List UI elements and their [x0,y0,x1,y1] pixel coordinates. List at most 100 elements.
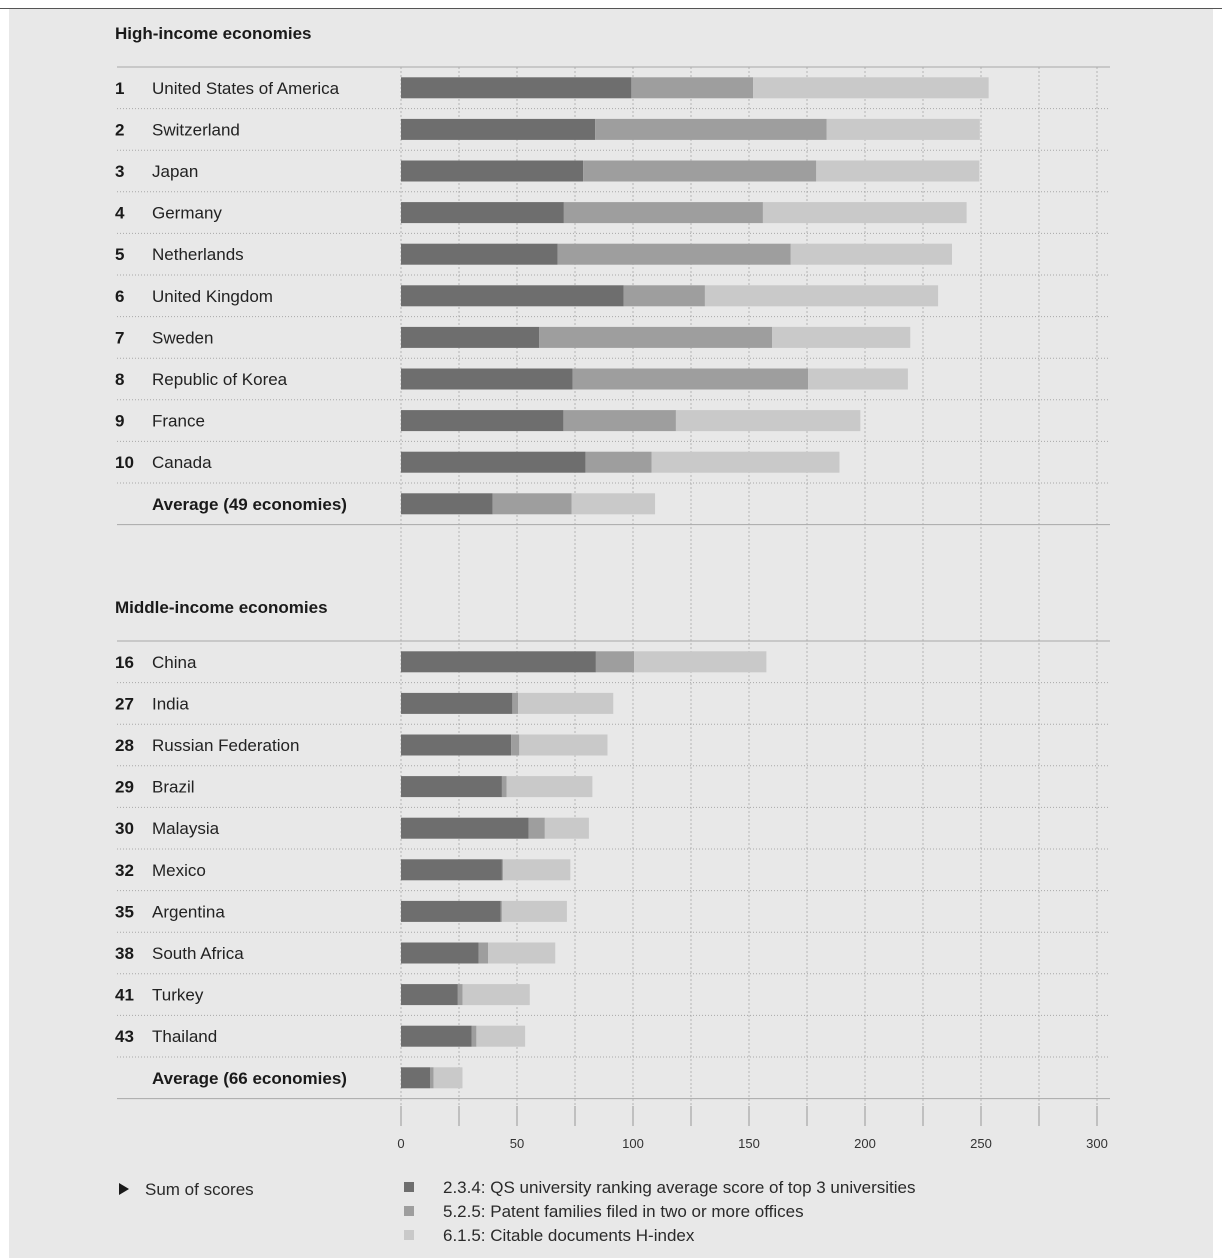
table-row: 5 Netherlands [115,243,1110,276]
rank-label: 3 [115,162,124,181]
bar-segment-3 [634,651,767,673]
bar-segment-2 [512,692,519,714]
bar-segment-1 [401,1025,472,1047]
country-label: Sweden [152,328,213,347]
table-row: 3 Japan [115,160,1110,193]
table-row: 16 China [115,651,1110,684]
group-title: High-income economies [115,24,311,43]
rank-label: 27 [115,694,134,713]
bar-segment-3 [476,1025,526,1047]
rank-label: 32 [115,861,134,880]
country-label: United States of America [152,79,340,98]
table-row: 6 United Kingdom [115,285,1110,318]
bar-segment-3 [488,942,556,964]
table-row: 7 Sweden [115,326,1110,359]
table-row: 28 Russian Federation [115,734,1110,767]
bar-segment-3 [816,160,980,182]
bar-segment-2 [511,734,520,756]
bar-segment-3 [762,202,967,224]
bar-segment-2 [585,451,652,473]
bar-segment-1 [401,942,479,964]
rank-label: 5 [115,245,124,264]
country-label: Japan [152,162,198,181]
country-label: China [152,653,197,672]
bar-segment-3 [503,859,571,881]
bar-segment-2 [471,1025,477,1047]
chart-panel: High-income economies 1 United States of A… [9,9,1213,1258]
bar-segment-1 [401,285,624,307]
rank-label: 8 [115,370,124,389]
table-row: 27 India [115,692,1110,725]
bar-segment-2 [528,817,545,839]
rank-label: 30 [115,819,134,838]
rank-label: 7 [115,328,124,347]
bar-segment-3 [571,493,656,515]
bar-segment-1 [401,859,502,881]
table-row: 30 Malaysia [115,817,1110,850]
country-label: Thailand [152,1027,217,1046]
x-tick-label: 0 [397,1136,404,1151]
bar-segment-3 [790,243,952,265]
table-row: 38 South Africa [115,942,1110,975]
legend-entry: 5.2.5: Patent families filed in two or m… [443,1202,804,1221]
rank-label: 16 [115,653,134,672]
rank-label: 28 [115,736,134,755]
table-row: 41 Turkey [115,984,1110,1016]
triangle-marker-icon [119,1183,129,1195]
bar-segment-3 [544,817,589,839]
x-tick-label: 150 [738,1136,760,1151]
bar-segment-1 [401,326,540,348]
rank-label: 9 [115,412,124,431]
bar-segment-2 [595,651,635,673]
bar-segment-2 [572,368,809,390]
table-row: 9 France [115,410,1110,442]
table-row: 10 Canada [115,451,1110,484]
bar-segment-1 [401,77,632,99]
x-tick-label: 250 [970,1136,992,1151]
rank-label: 4 [115,204,125,223]
country-label: Switzerland [152,120,240,139]
bar-segment-1 [401,900,501,922]
bar-segment-3 [501,900,567,922]
rank-label: 2 [115,120,124,139]
bar-segment-1 [401,734,512,756]
bar-segment-3 [675,410,861,432]
bar-segment-1 [401,651,596,673]
x-axis: 0 50 100 150 200 250 300 [397,1106,1108,1151]
rank-label: 10 [115,453,134,472]
bar-segment-3 [462,984,530,1006]
table-row: 29 Brazil [115,776,1110,808]
bar-segment-3 [772,326,911,348]
bar-segment-2 [623,285,705,307]
country-label: Netherlands [152,245,244,264]
country-label: Mexico [152,861,206,880]
rank-label: 38 [115,944,134,963]
bar-segment-1 [401,243,558,265]
bar-segment-2 [563,410,676,432]
bar-segment-1 [401,1067,430,1089]
bar-segment-2 [478,942,488,964]
bar-segment-2 [500,900,502,922]
bar-segment-3 [651,451,840,473]
top-rule [0,0,1222,9]
legend-entry: 2.3.4: QS university ranking average sco… [443,1178,915,1197]
country-label: Russian Federation [152,736,299,755]
country-label: South Africa [152,944,244,963]
table-row: 8 Republic of Korea [115,368,1110,401]
bar-segment-2 [492,493,572,515]
legend: Sum of scores 2.3.4: QS university rankin… [119,1178,915,1245]
country-label: Turkey [152,986,204,1005]
bar-segment-3 [433,1067,463,1089]
rank-label: 6 [115,287,124,306]
bar-segment-1 [401,451,586,473]
bar-segment-3 [519,734,608,756]
legend-sum-label: Sum of scores [145,1180,254,1199]
bar-segment-1 [401,776,502,798]
rank-label: 1 [115,79,124,98]
chart: High-income economies 1 United States of A… [115,24,1110,1245]
bar-segment-1 [401,118,596,140]
country-label: United Kingdom [152,287,273,306]
table-row: 1 United States of America [115,77,1110,110]
bar-segment-2 [501,859,504,881]
bar-segment-1 [401,493,493,515]
